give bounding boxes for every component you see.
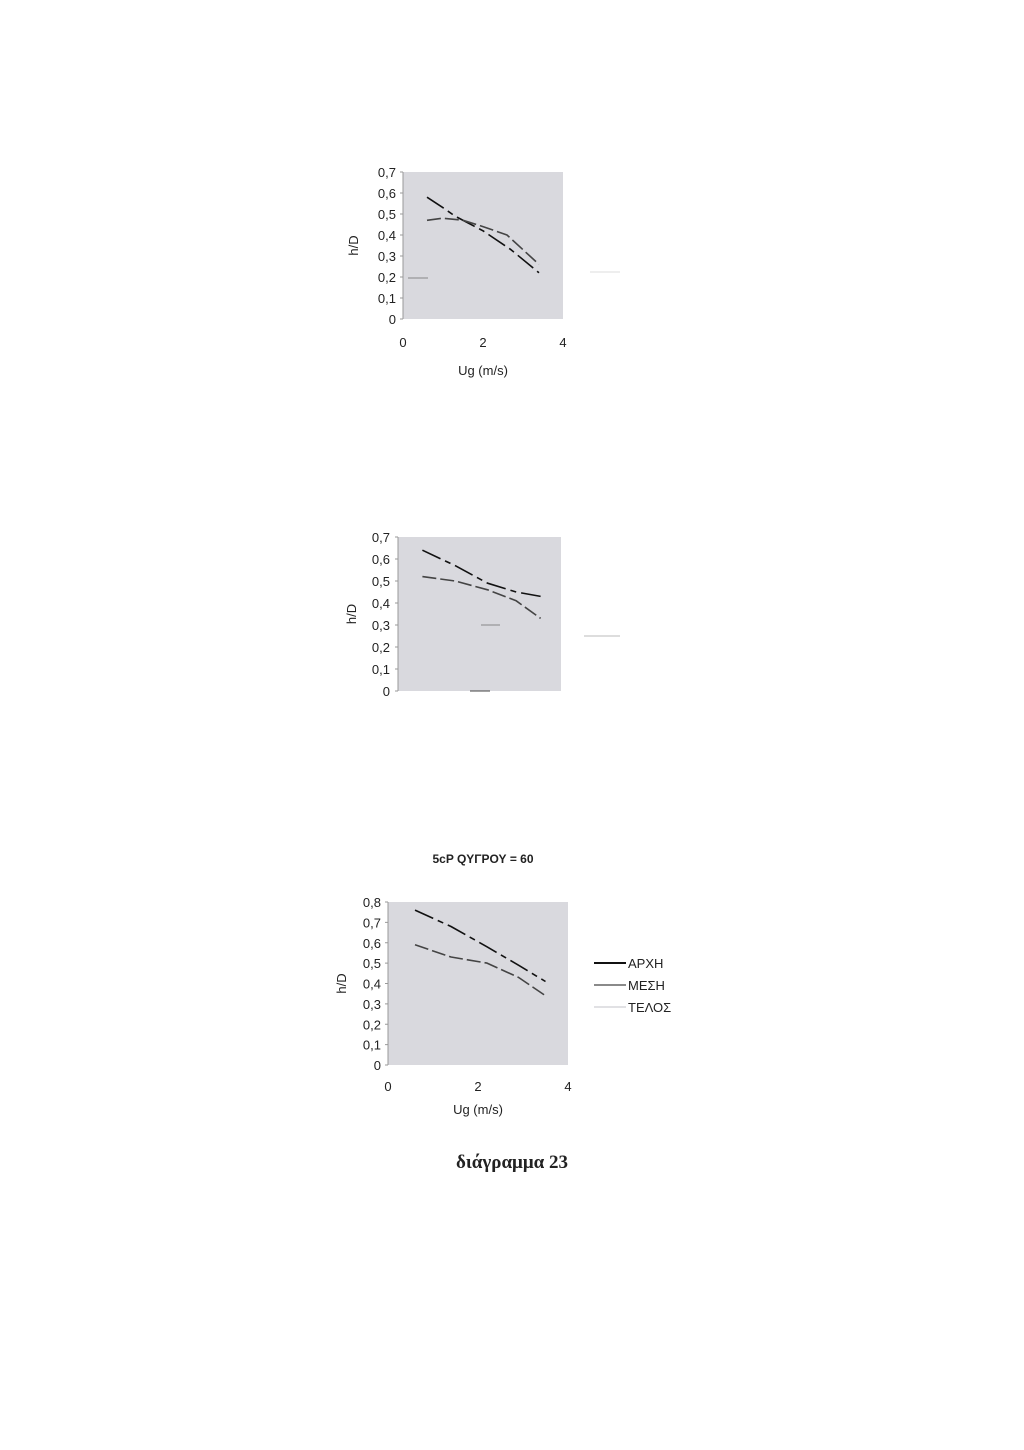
y-tick-label: 0,5 — [363, 956, 381, 971]
y-tick-label: 0,1 — [372, 662, 390, 677]
plot-area — [388, 902, 568, 1065]
chart-top: 0 0,1 0,2 0,3 0,4 0,5 0,6 0,7 0 2 4 h/D Ug (m/s) — [346, 165, 567, 378]
legend-label: ΤΕΛΟΣ — [628, 1000, 671, 1015]
series-line-1 — [414, 909, 546, 983]
legend-label: ΑΡΧΗ — [628, 956, 663, 971]
y-axis-label: h/D — [334, 973, 349, 993]
y-tick-label: 0,4 — [372, 596, 390, 611]
y-tick-label: 0 — [374, 1058, 381, 1073]
x-tick-label: 4 — [564, 1079, 571, 1094]
figure-caption: διάγραμμα 23 — [456, 1152, 568, 1173]
chart-title: 5cP QΥΓΡΟΥ = 60 — [432, 852, 533, 866]
x-tick-label: 0 — [384, 1079, 391, 1094]
y-tick-label: 0,2 — [363, 1017, 381, 1032]
y-tick-label: 0,6 — [372, 552, 390, 567]
y-tick-label: 0,1 — [363, 1038, 381, 1053]
y-tick-label: 0,8 — [363, 895, 381, 910]
y-tick-label: 0,4 — [363, 977, 381, 992]
legend-label: ΜΕΣΗ — [628, 978, 665, 993]
x-tick-label: 0 — [399, 335, 406, 350]
stray-lines — [408, 271, 620, 692]
x-axis-label: Ug (m/s) — [453, 1102, 503, 1117]
y-tick-label: 0,4 — [378, 228, 396, 243]
y-tick-label: 0,5 — [372, 574, 390, 589]
y-tick-label: 0,2 — [372, 640, 390, 655]
y-tick-label: 0 — [389, 312, 396, 327]
y-tick-label: 0 — [383, 684, 390, 699]
series-line-1 — [422, 549, 541, 598]
y-tick-label: 0,3 — [363, 997, 381, 1012]
y-tick-label: 0,7 — [372, 530, 390, 545]
chart-middle: 0 0,1 0,2 0,3 0,4 0,5 0,6 0,7 h/D — [344, 530, 561, 699]
y-tick-label: 0,7 — [378, 165, 396, 180]
y-tick-label: 0,1 — [378, 291, 396, 306]
x-tick-label: 4 — [559, 335, 566, 350]
chart-bottom: 0 0,1 0,2 0,3 0,4 0,5 0,6 0,7 0,8 0 2 4 h/D Ug (m/s) 5… — [334, 852, 671, 1117]
y-tick-label: 0,3 — [372, 618, 390, 633]
series-line-1 — [426, 196, 540, 274]
y-axis-label: h/D — [344, 604, 359, 624]
y-tick-label: 0,5 — [378, 207, 396, 222]
y-tick-label: 0,7 — [363, 915, 381, 930]
y-axis-label: h/D — [346, 235, 361, 255]
x-tick-label: 2 — [479, 335, 486, 350]
x-tick-label: 2 — [474, 1079, 481, 1094]
plot-area — [398, 537, 561, 691]
series-line-2 — [422, 575, 542, 620]
y-tick-label: 0,6 — [378, 186, 396, 201]
series-line-2 — [426, 217, 540, 265]
plot-area — [403, 172, 563, 319]
series-line-2 — [414, 944, 546, 997]
y-tick-label: 0,3 — [378, 249, 396, 264]
y-tick-label: 0,6 — [363, 936, 381, 951]
y-tick-label: 0,2 — [378, 270, 396, 285]
x-axis-label: Ug (m/s) — [458, 363, 508, 378]
